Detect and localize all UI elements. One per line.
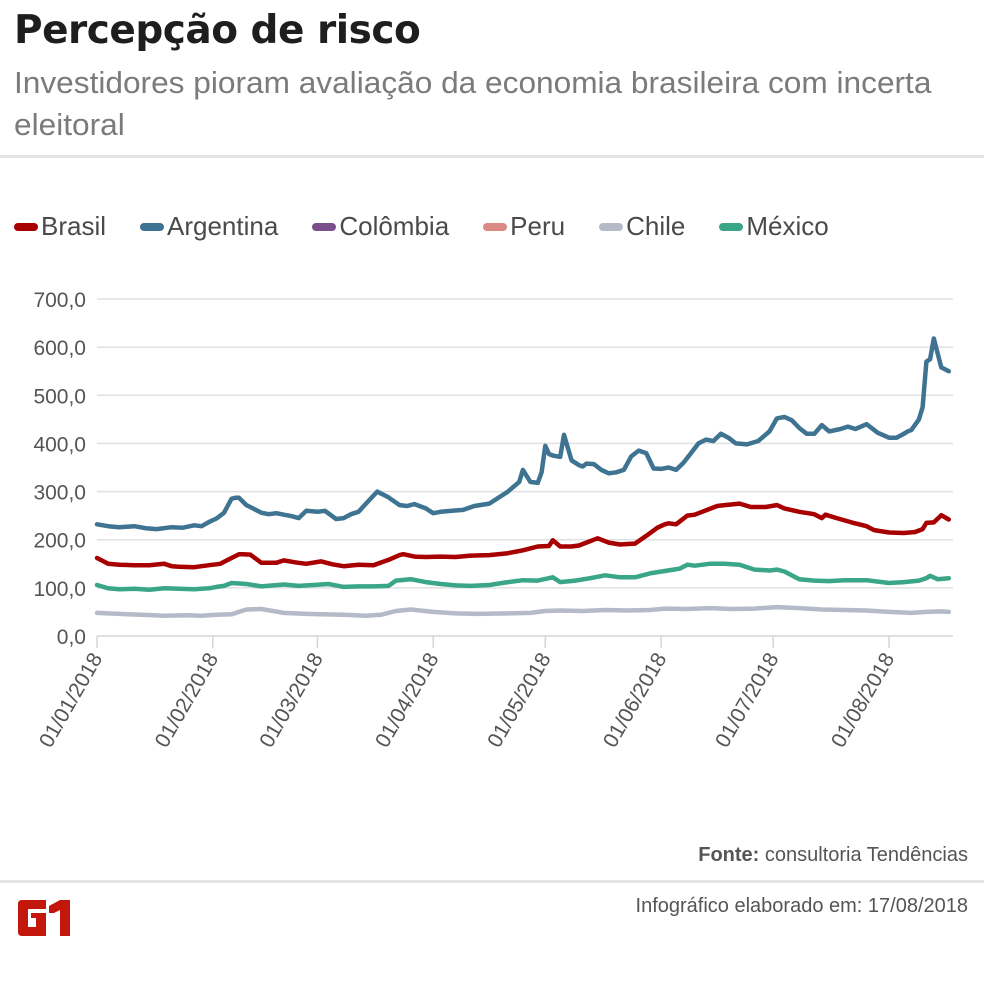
series-line-chile [94, 604, 952, 619]
x-tick-label: 01/05/2018 [483, 649, 555, 752]
source-value: consultoria Tendências [764, 844, 968, 866]
legend-swatch [719, 222, 744, 231]
y-tick-label: 0,0 [57, 626, 86, 649]
y-tick-label: 300,0 [33, 482, 86, 505]
legend-label: Colômbia [339, 211, 450, 241]
x-tick-label: 01/01/2018 [35, 649, 107, 752]
x-tick-label: 01/07/2018 [711, 649, 783, 752]
y-tick-label: 700,0 [33, 289, 86, 312]
y-tick-label: 500,0 [33, 385, 86, 408]
x-tick-label: 01/04/2018 [371, 649, 443, 752]
legend-swatch [599, 222, 624, 231]
legend-label: Peru [510, 211, 566, 241]
footer-divider [0, 880, 984, 883]
legend-item-brasil: Brasil [14, 211, 106, 242]
legend-item-chile: Chile [599, 211, 685, 242]
series-line-brasil [94, 501, 952, 570]
x-tick-label: 01/03/2018 [255, 649, 327, 752]
legend-swatch [14, 222, 38, 231]
x-tick-label: 01/02/2018 [151, 649, 223, 752]
chart-legend: Brasil Argentina Colômbia Peru Chile México [14, 211, 863, 242]
series-line-argentina [94, 336, 952, 532]
legend-item-colômbia: Colômbia [312, 211, 449, 242]
series-line-méxico [94, 561, 952, 593]
source-label: Fonte: [698, 844, 760, 866]
line-chart: 0,0 100,0 200,0 300,0 400,0 500,0 600,0 700,0 01… [33, 289, 953, 752]
y-tick-label: 200,0 [33, 530, 86, 553]
legend-item-méxico: México [719, 211, 829, 242]
created-date: Infográfico elaborado em: 17/08/2018 [635, 895, 968, 917]
legend-item-argentina: Argentina [140, 211, 278, 242]
legend-item-peru: Peru [483, 211, 565, 242]
legend-label: Chile [626, 211, 686, 241]
legend-swatch [140, 222, 165, 231]
g1-logo-icon [18, 900, 70, 936]
chart-title: Percepção de risco [14, 8, 421, 53]
x-tick-label: 01/06/2018 [599, 649, 671, 752]
y-tick-label: 400,0 [33, 433, 86, 456]
legend-swatch [483, 222, 508, 231]
x-tick-label: 01/08/2018 [827, 649, 899, 752]
legend-label: Brasil [41, 211, 107, 241]
y-tick-label: 100,0 [33, 578, 86, 601]
legend-label: México [746, 211, 829, 241]
source-note: Fonte: consultoria Tendências [698, 844, 968, 867]
legend-swatch [312, 222, 337, 231]
y-tick-label: 600,0 [33, 337, 86, 360]
chart-subtitle: Investidores pioram avaliação da economi… [14, 65, 932, 142]
legend-label: Argentina [167, 211, 279, 241]
header-divider [0, 155, 984, 158]
